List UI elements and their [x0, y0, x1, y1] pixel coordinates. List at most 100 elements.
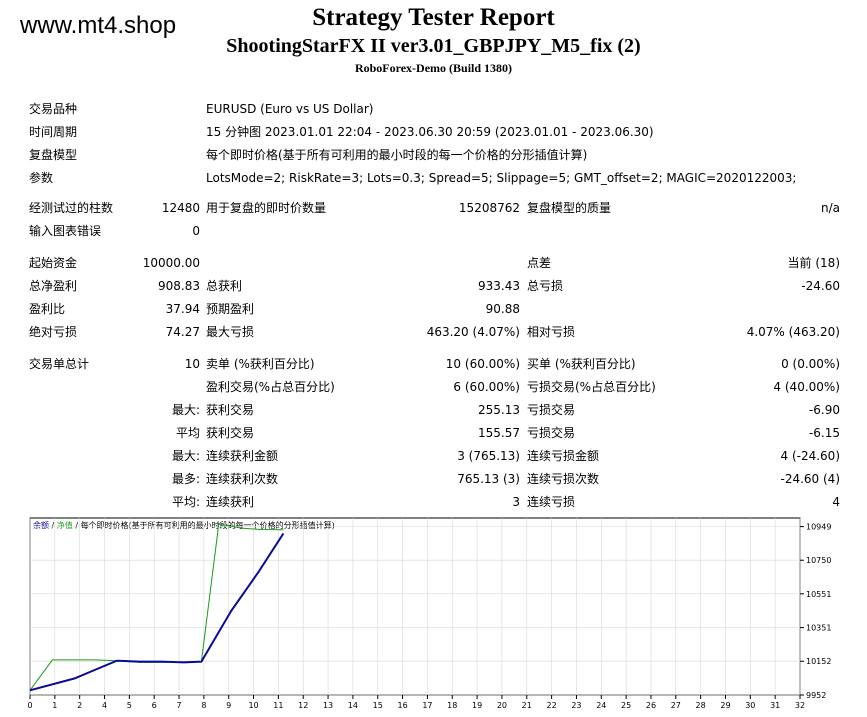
average-profit-label: 获利交易 [206, 426, 255, 440]
relative-drawdown-value: 4.07% (463.20) [746, 325, 840, 339]
average-prefix: 平均 [175, 426, 200, 440]
x-tick-label: 13 [323, 701, 333, 710]
x-tick-label: 31 [770, 701, 780, 710]
average-consecutive-prefix: 平均: [171, 495, 200, 509]
x-tick-label: 27 [671, 701, 681, 710]
maximum-prefix: 最大: [171, 449, 200, 463]
watermark: www.mt4.shop [20, 12, 177, 39]
parameters-label: 参数 [29, 171, 54, 185]
relative-drawdown-label: 相对亏损 [527, 325, 576, 339]
x-tick-label: 2 [77, 701, 82, 710]
consecutive-loss-label: 连续亏损次数 [527, 472, 600, 486]
server-name: RoboForex-Demo (Build 1380) [354, 61, 513, 75]
x-tick-label: 22 [547, 701, 557, 710]
x-tick-label: 8 [201, 701, 206, 710]
parameters-value: LotsMode=2; RiskRate=3; Lots=0.3; Spread… [206, 171, 797, 185]
loss-trades-value: 4 (40.00%) [773, 380, 840, 394]
x-tick-label: 20 [497, 701, 507, 710]
consecutive-wins-value: 3 (765.13) [457, 449, 520, 463]
expected-payoff-value: 90.88 [485, 302, 520, 316]
quality-value: n/a [820, 201, 840, 215]
maximal-drawdown-value: 463.20 (4.07%) [426, 325, 520, 339]
largest-loss-value: -6.90 [808, 403, 840, 417]
deposit-label: 起始资金 [29, 256, 78, 270]
average-loss-value: -6.15 [808, 426, 840, 440]
x-tick-label: 17 [422, 701, 432, 710]
x-tick-label: 14 [348, 701, 358, 710]
average-consecutive-wins-label: 连续获利 [206, 495, 255, 509]
loss-trades-label: 亏损交易(%占总百分比) [527, 380, 656, 394]
largest-loss-label: 亏损交易 [527, 403, 576, 417]
bars-label: 经测试过的柱数 [29, 201, 114, 215]
x-tick-label: 26 [646, 701, 656, 710]
model-value: 每个即时价格(基于所有可利用的最小时段的每一个价格的分形插值计算) [206, 148, 588, 162]
chart-legend: 余额 / 净值 / 每个即时价格(基于所有可利用的最小时段的每一个价格的分形插值… [33, 520, 335, 530]
largest-prefix: 最大: [171, 403, 200, 417]
profit-factor-value: 37.94 [165, 302, 200, 316]
x-tick-label: 9 [226, 701, 231, 710]
short-positions-label: 卖单 (%获利百分比) [206, 357, 315, 371]
x-tick-label: 0 [27, 701, 32, 710]
ticks-value: 15208762 [458, 201, 520, 215]
x-tick-label: 12 [298, 701, 308, 710]
plot-frame [29, 517, 801, 696]
average-profit-value: 155.57 [478, 426, 520, 440]
y-tick-label: 10949 [806, 523, 831, 532]
x-tick-label: 29 [720, 701, 730, 710]
average-consecutive-wins-value: 3 [512, 495, 520, 509]
x-tick-label: 10 [248, 701, 258, 710]
x-tick-label: 32 [795, 701, 805, 710]
ticks-label: 用于复盘的即时价数量 [206, 201, 327, 215]
x-tick-label: 18 [447, 701, 457, 710]
report-subtitle: ShootingStarFX II ver3.01_GBPJPY_M5_fix … [226, 35, 641, 57]
x-tick-label: 4 [102, 701, 107, 710]
bars-value: 12480 [161, 201, 200, 215]
long-positions-label: 买单 (%获利百分比) [527, 357, 636, 371]
net-profit-value: 908.83 [158, 279, 200, 293]
consecutive-profit-value: 765.13 (3) [457, 472, 520, 486]
total-trades-label: 交易单总计 [29, 357, 90, 371]
x-tick-label: 15 [373, 701, 383, 710]
spread-value: 当前 (18) [787, 256, 840, 270]
consecutive-loss-value: -24.60 (4) [780, 472, 841, 486]
legend-balance: 余额 [33, 520, 49, 530]
x-tick-label: 23 [571, 701, 581, 710]
x-tick-label: 30 [745, 701, 755, 710]
gross-loss-label: 总亏损 [527, 279, 564, 293]
profit-trades-label: 盈利交易(%占总百分比) [206, 380, 335, 394]
y-tick-label: 9952 [806, 691, 826, 700]
largest-profit-value: 255.13 [478, 403, 520, 417]
profit-trades-value: 6 (60.00%) [453, 380, 520, 394]
short-positions-value: 10 (60.00%) [445, 357, 520, 371]
symbol-value: EURUSD (Euro vs US Dollar) [206, 102, 374, 116]
consecutive-wins-label: 连续获利金额 [206, 449, 279, 463]
x-tick-label: 11 [273, 701, 283, 710]
x-tick-label: 1 [52, 701, 57, 710]
errors-value: 0 [192, 224, 200, 238]
x-tick-label: 7 [176, 701, 181, 710]
largest-profit-label: 获利交易 [206, 403, 255, 417]
y-tick-label: 10152 [806, 657, 831, 666]
x-tick-label: 6 [152, 701, 157, 710]
model-label: 复盘模型 [29, 148, 78, 162]
absolute-drawdown-label: 绝对亏损 [29, 325, 78, 339]
symbol-label: 交易品种 [29, 102, 78, 116]
legend-sep-2: / [73, 521, 81, 530]
x-tick-label: 19 [472, 701, 482, 710]
gross-loss-value: -24.60 [801, 279, 840, 293]
deposit-value: 10000.00 [142, 256, 200, 270]
legend-sep-1: / [49, 521, 57, 530]
total-trades-value: 10 [184, 357, 200, 371]
maximal-prefix: 最多: [171, 472, 200, 486]
balance-chart: 余额 / 净值 / 每个即时价格(基于所有可利用的最小时段的每一个价格的分形插值… [27, 517, 831, 710]
consecutive-profit-label: 连续获利次数 [206, 472, 279, 486]
y-tick-label: 10551 [806, 590, 831, 599]
x-tick-label: 16 [397, 701, 407, 710]
quality-label: 复盘模型的质量 [527, 201, 612, 215]
gross-profit-label: 总获利 [206, 279, 243, 293]
average-consecutive-losses-value: 4 [832, 495, 840, 509]
x-tick-label: 24 [596, 701, 606, 710]
absolute-drawdown-value: 74.27 [165, 325, 200, 339]
consecutive-losses-value: 4 (-24.60) [780, 449, 841, 463]
x-tick-label: 21 [522, 701, 532, 710]
